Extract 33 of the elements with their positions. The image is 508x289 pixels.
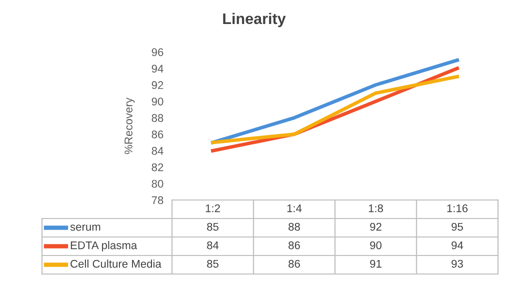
y-tick-label: 96 bbox=[152, 48, 164, 56]
legend-label: serum bbox=[70, 224, 100, 231]
legend-label: EDTA plasma bbox=[70, 241, 138, 252]
data-label: 93 bbox=[452, 260, 463, 268]
data-label: 84 bbox=[207, 241, 219, 250]
data-label: 95 bbox=[452, 222, 463, 231]
data-label: 94 bbox=[452, 241, 464, 250]
y-tick-label: 92 bbox=[152, 81, 164, 90]
data-label: 90 bbox=[370, 241, 382, 250]
y-tick-label: 94 bbox=[152, 64, 164, 73]
line-series bbox=[211, 58, 459, 144]
chart-title: Linearity bbox=[223, 12, 286, 28]
y-tick-label: 86 bbox=[152, 130, 164, 138]
y-tick-label: 84 bbox=[152, 146, 164, 155]
data-label: 88 bbox=[288, 222, 300, 231]
data-label: 85 bbox=[207, 222, 218, 231]
data-label: 91 bbox=[370, 260, 382, 268]
y-tick-label: 80 bbox=[152, 180, 164, 188]
data-label: 86 bbox=[288, 260, 300, 268]
x-tick-label: 1:2 bbox=[206, 204, 220, 212]
line-series bbox=[211, 74, 459, 144]
y-tick-label: 82 bbox=[152, 163, 164, 172]
y-tick-label: 78 bbox=[152, 196, 164, 204]
x-tick-label: 1:4 bbox=[287, 204, 302, 212]
legend-label: Cell Culture Media bbox=[70, 260, 162, 268]
y-tick-label: 88 bbox=[152, 114, 164, 122]
y-tick-label: 90 bbox=[152, 98, 164, 106]
data-label: 85 bbox=[207, 260, 218, 268]
y-axis-title: %Recovery bbox=[124, 98, 135, 154]
x-tick-label: 1:8 bbox=[368, 204, 383, 212]
data-label: 86 bbox=[288, 241, 300, 250]
x-tick-label: 1:16 bbox=[447, 204, 468, 212]
data-label: 92 bbox=[370, 222, 382, 231]
